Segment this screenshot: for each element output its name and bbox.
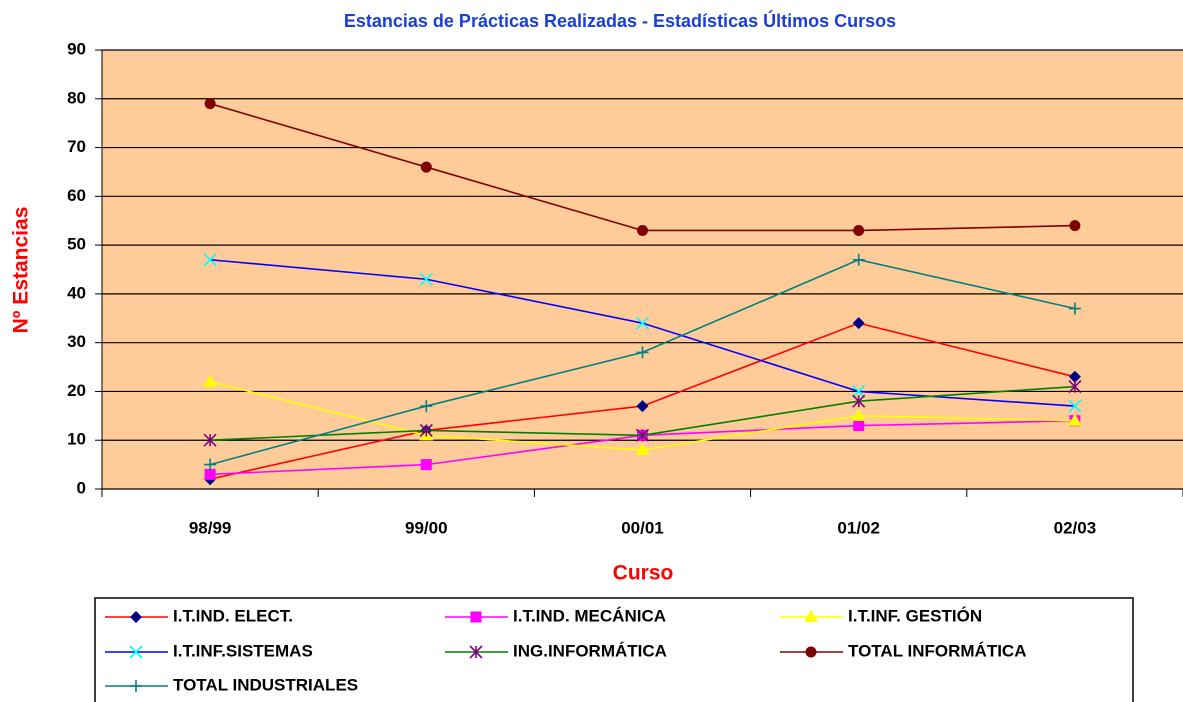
legend-item: ING.INFORMÁTICA	[445, 641, 667, 660]
legend-label: I.T.INF. GESTIÓN	[848, 606, 982, 625]
x-tick-label: 98/99	[189, 518, 232, 537]
y-tick-label: 20	[67, 381, 86, 400]
plot-area	[102, 50, 1183, 489]
legend-label: I.T.INF.SISTEMAS	[173, 641, 313, 660]
marker	[129, 645, 143, 659]
y-tick-label: 70	[67, 137, 86, 156]
marker	[1068, 380, 1082, 394]
marker	[635, 428, 650, 442]
legend-item: I.T.INF. GESTIÓN	[780, 606, 982, 625]
marker	[637, 224, 648, 236]
x-tick-label: 99/00	[405, 518, 448, 537]
marker	[419, 423, 433, 438]
marker	[635, 442, 650, 455]
marker	[130, 611, 142, 623]
y-tick-label: 0	[77, 478, 86, 497]
x-tick-label: 01/02	[837, 518, 880, 537]
y-tick-label: 10	[67, 430, 86, 449]
marker	[420, 459, 432, 471]
y-tick-label: 60	[67, 186, 86, 205]
marker	[852, 394, 866, 408]
marker	[636, 400, 649, 413]
x-axis-label: Curso	[613, 562, 674, 585]
marker	[203, 374, 218, 387]
y-tick-label: 30	[67, 332, 86, 351]
marker	[636, 346, 649, 359]
x-tick-label: 02/03	[1054, 518, 1097, 537]
marker	[852, 253, 865, 266]
legend-item: I.T.IND. ELECT.	[105, 606, 293, 625]
marker	[1068, 370, 1081, 383]
marker	[419, 272, 433, 286]
y-tick-label: 80	[67, 88, 86, 107]
legend-label: TOTAL INDUSTRIALES	[173, 675, 358, 694]
legend-label: ING.INFORMÁTICA	[513, 641, 667, 660]
marker	[204, 98, 216, 110]
chart-title: Estancias de Prácticas Realizadas - Esta…	[344, 10, 896, 31]
marker	[1069, 220, 1081, 232]
legend-box	[94, 597, 1134, 702]
marker	[852, 317, 865, 330]
x-tick-label: 00/01	[621, 518, 664, 537]
y-tick-label: 90	[67, 39, 86, 58]
marker	[204, 468, 216, 480]
marker	[853, 224, 865, 236]
legend-label: TOTAL INFORMÁTICA	[848, 641, 1026, 660]
y-axis-label: Nº Estancias	[10, 207, 33, 334]
marker	[469, 645, 483, 659]
legend-label: I.T.IND. ELECT.	[173, 606, 293, 625]
legend-item: I.T.IND. MECÁNICA	[445, 606, 666, 625]
marker	[204, 458, 217, 471]
legend-item: I.T.INF.SISTEMAS	[105, 641, 313, 660]
marker	[851, 408, 866, 421]
y-tick-label: 50	[67, 235, 86, 254]
marker	[804, 610, 818, 622]
legend-item: TOTAL INFORMÁTICA	[780, 641, 1026, 660]
marker	[1068, 399, 1082, 413]
marker	[853, 420, 865, 432]
marker	[420, 400, 433, 413]
legend-label: I.T.IND. MECÁNICA	[513, 606, 666, 625]
legend-item: TOTAL INDUSTRIALES	[105, 675, 358, 694]
marker	[130, 680, 142, 692]
marker	[203, 433, 217, 447]
marker	[420, 161, 432, 173]
marker	[1068, 302, 1081, 315]
y-tick-label: 40	[67, 283, 86, 302]
marker	[470, 611, 482, 623]
marker	[635, 316, 650, 330]
marker	[852, 384, 866, 399]
marker	[805, 646, 817, 658]
marker	[203, 253, 217, 267]
marker	[1067, 413, 1082, 426]
